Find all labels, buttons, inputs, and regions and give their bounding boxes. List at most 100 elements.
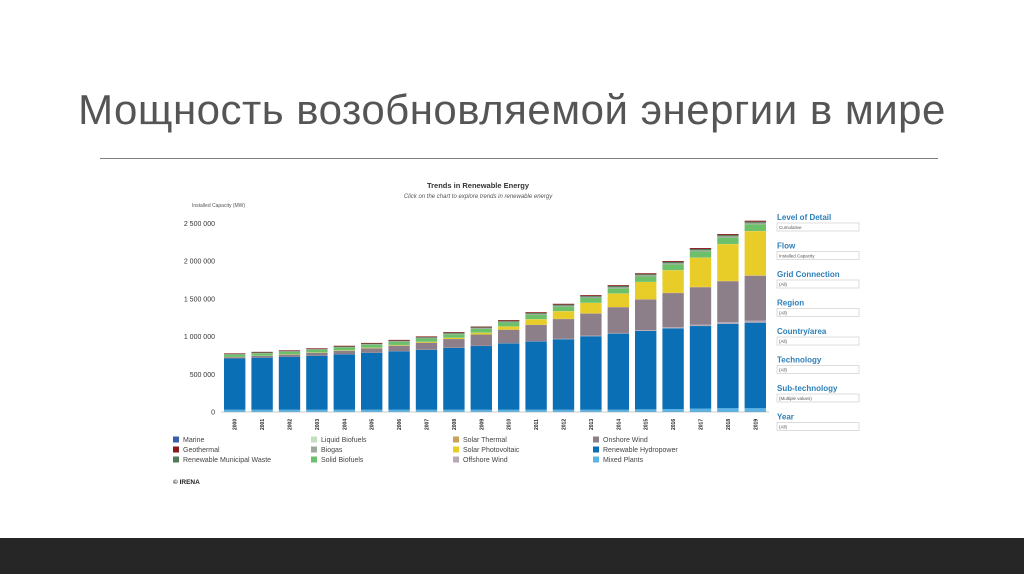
bar-segment-biogas-2019[interactable] [744,222,766,225]
bar-segment-geothermal-2007[interactable] [415,336,438,338]
bar-segment-solar-photovoltaic-2011[interactable] [525,319,547,325]
bar-segment-renewable-municipal-waste-2019[interactable] [744,221,766,223]
bar-segment-biogas-2006[interactable] [388,341,410,342]
bar-segment-renewable-municipal-waste-2015[interactable] [635,274,657,276]
bar-segment-onshore-wind-2008[interactable] [443,339,465,348]
bar-segment-renewable-hydropower-2012[interactable] [552,339,575,410]
bar-segment-biogas-2008[interactable] [443,333,465,335]
bar-segment-solar-photovoltaic-2014[interactable] [607,293,629,307]
bar-segment-solid-biofuels-2017[interactable] [689,251,712,258]
bar-segment-renewable-municipal-waste-2007[interactable] [415,337,438,338]
bar-segment-onshore-wind-2001[interactable] [251,355,273,358]
filter-dropdown[interactable] [776,251,860,260]
filter-dropdown[interactable] [776,222,860,232]
bar-segment-solar-photovoltaic-2016[interactable] [662,270,684,293]
bar-segment-renewable-hydropower-2002[interactable] [278,356,301,410]
bar-segment-onshore-wind-2005[interactable] [361,348,383,353]
renewable-capacity-chart[interactable]: Trends in Renewable Energy Click on the … [165,176,875,496]
bar-segment-biogas-2016[interactable] [662,263,684,265]
bar-segment-solid-biofuels-2009[interactable] [470,328,492,333]
bar-segment-solid-biofuels-2019[interactable] [744,224,766,231]
bar-segment-solar-photovoltaic-2009[interactable] [470,332,492,335]
bar-segment-biogas-2013[interactable] [580,296,602,299]
bar-segment-solid-biofuels-2016[interactable] [662,264,684,271]
bar-segment-solar-photovoltaic-2015[interactable] [635,282,657,300]
bar-segment-onshore-wind-2018[interactable] [717,281,739,323]
bar-segment-mixed-plants-2016[interactable] [662,408,684,412]
bar-segment-renewable-municipal-waste-2012[interactable] [552,304,575,306]
bar-segment-solid-biofuels-2004[interactable] [333,347,355,351]
bar-segment-renewable-hydropower-2007[interactable] [415,349,438,410]
bar-segment-geothermal-2005[interactable] [361,342,383,344]
bar-segment-geothermal-2016[interactable] [662,261,684,262]
bar-segment-onshore-wind-2016[interactable] [662,293,684,328]
bar-segment-renewable-hydropower-2005[interactable] [361,352,383,410]
bar-segment-renewable-municipal-waste-2006[interactable] [388,340,410,342]
bar-segment-renewable-municipal-waste-2017[interactable] [689,248,712,251]
bar-segment-geothermal-2001[interactable] [251,351,273,353]
bar-segment-onshore-wind-2011[interactable] [525,324,547,342]
bar-segment-renewable-hydropower-2008[interactable] [443,347,465,410]
bar-segment-geothermal-2000[interactable] [224,353,246,354]
bar-segment-renewable-municipal-waste-2003[interactable] [306,348,328,350]
bar-segment-geothermal-2017[interactable] [689,248,712,249]
bar-segment-onshore-wind-2007[interactable] [415,342,438,350]
bar-segment-renewable-municipal-waste-2011[interactable] [525,312,547,314]
bar-segment-solid-biofuels-2012[interactable] [552,306,575,312]
bar-segment-solid-biofuels-2018[interactable] [717,237,739,244]
bar-segment-onshore-wind-2019[interactable] [744,275,766,321]
filter-dropdown[interactable] [776,422,860,431]
bar-segment-geothermal-2019[interactable] [744,220,766,222]
bar-segment-solid-biofuels-2014[interactable] [607,288,629,294]
bar-segment-solar-photovoltaic-2012[interactable] [552,311,575,319]
chart-bars[interactable] [224,220,766,412]
bar-segment-geothermal-2010[interactable] [498,319,520,321]
bar-segment-solar-photovoltaic-2007[interactable] [415,341,438,343]
bar-segment-mixed-plants-2004[interactable] [333,409,355,412]
bar-segment-solid-biofuels-2013[interactable] [580,298,602,303]
bar-segment-onshore-wind-2014[interactable] [607,307,629,333]
bar-segment-renewable-municipal-waste-2004[interactable] [333,346,355,347]
bar-segment-onshore-wind-2012[interactable] [552,319,575,339]
bar-segment-biogas-2005[interactable] [361,344,383,345]
bar-segment-renewable-municipal-waste-2002[interactable] [278,350,301,352]
bar-segment-renewable-hydropower-2009[interactable] [470,346,492,410]
bar-segment-geothermal-2004[interactable] [333,345,355,347]
bar-segment-geothermal-2006[interactable] [388,339,410,341]
bar-segment-geothermal-2011[interactable] [525,312,547,313]
bar-segment-solid-biofuels-2000[interactable] [224,354,246,357]
bar-segment-mixed-plants-2007[interactable] [415,409,438,412]
filter-dropdown[interactable] [776,336,860,346]
bar-segment-renewable-hydropower-2016[interactable] [662,328,684,409]
bar-segment-solid-biofuels-2005[interactable] [361,344,383,348]
bar-segment-biogas-2017[interactable] [689,250,712,252]
bar-segment-biogas-2018[interactable] [717,236,739,238]
bar-segment-solar-photovoltaic-2006[interactable] [388,345,410,346]
bar-segment-geothermal-2008[interactable] [443,332,465,333]
bar-segment-geothermal-2014[interactable] [607,285,629,287]
bar-segment-renewable-municipal-waste-2008[interactable] [443,332,465,334]
bar-segment-geothermal-2002[interactable] [278,350,301,351]
bar-segment-renewable-municipal-waste-2009[interactable] [470,327,492,329]
bar-segment-mixed-plants-2005[interactable] [361,409,383,412]
bar-segment-renewable-hydropower-2015[interactable] [635,330,657,410]
bar-segment-renewable-hydropower-2017[interactable] [689,326,712,409]
bar-segment-renewable-hydropower-2010[interactable] [498,343,520,410]
bar-segment-solid-biofuels-2003[interactable] [306,349,328,353]
bar-segment-mixed-plants-2014[interactable] [607,409,629,412]
bar-segment-renewable-municipal-waste-2013[interactable] [580,295,602,297]
bar-segment-biogas-2012[interactable] [552,305,575,307]
bar-segment-renewable-municipal-waste-2018[interactable] [717,235,739,237]
bar-segment-geothermal-2018[interactable] [717,234,739,236]
bar-segment-solar-photovoltaic-2017[interactable] [689,257,712,287]
bar-segment-biogas-2007[interactable] [415,337,438,339]
bar-segment-onshore-wind-2009[interactable] [470,334,492,346]
bar-segment-solid-biofuels-2006[interactable] [388,341,410,345]
bar-segment-mixed-plants-2000[interactable] [224,409,246,412]
bar-segment-mixed-plants-2006[interactable] [388,409,410,412]
bar-segment-renewable-municipal-waste-2010[interactable] [498,320,520,322]
bar-segment-solid-biofuels-2008[interactable] [443,334,465,338]
filter-dropdown[interactable] [776,279,860,289]
bar-segment-renewable-hydropower-2003[interactable] [306,355,328,410]
bar-segment-biogas-2011[interactable] [525,313,547,315]
